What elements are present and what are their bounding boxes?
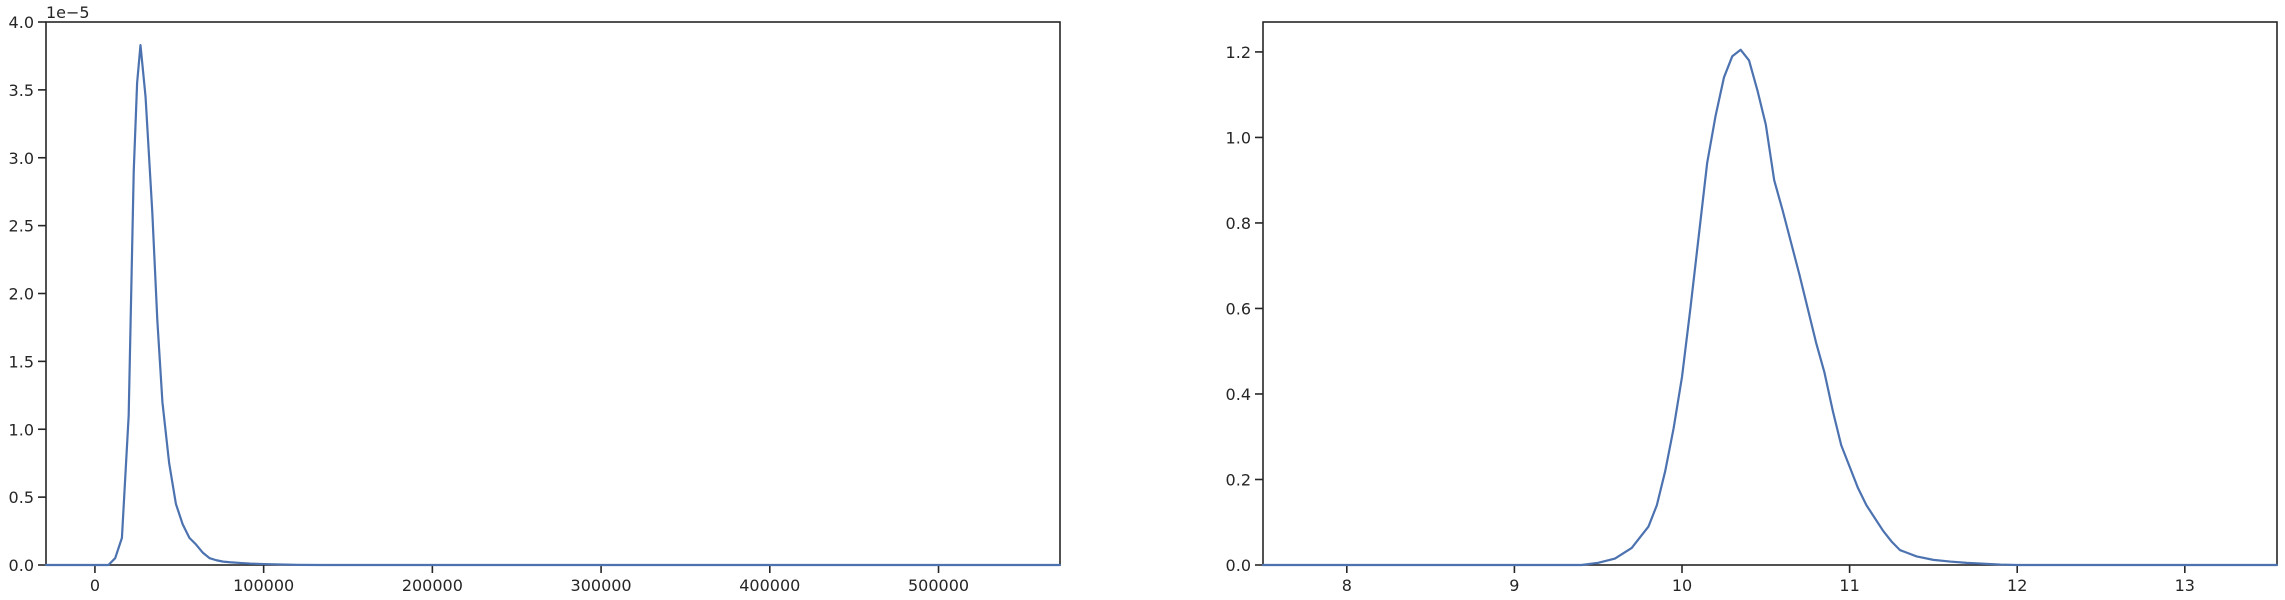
left-axes-frame xyxy=(45,21,1061,566)
right-xtick-label: 10 xyxy=(1672,576,1692,595)
left-xtick-label: 100000 xyxy=(233,576,294,595)
left-xtick-label: 200000 xyxy=(402,576,463,595)
right-ytick-label: 1.2 xyxy=(1226,43,1251,62)
right-xtick-label: 13 xyxy=(2175,576,2195,595)
right-ytick-label: 0.6 xyxy=(1226,299,1251,318)
left-ytick-label: 3.5 xyxy=(9,81,34,100)
left-ytick-label: 2.0 xyxy=(9,285,34,304)
right-axes-frame xyxy=(1262,21,2278,566)
left-ytick-label: 1.0 xyxy=(9,420,34,439)
left-ytick-label: 0.5 xyxy=(9,488,34,507)
right-chart-panel: 8 9 10 11 12 13 0.0 0.2 0.4 0.6 0.8 1.0 1.2 xyxy=(1226,21,2279,595)
right-ytick-label: 0.8 xyxy=(1226,214,1251,233)
left-xtick-label: 300000 xyxy=(571,576,632,595)
left-ytick-label: 3.0 xyxy=(9,149,34,168)
left-y-offset-label: 1e−5 xyxy=(46,3,90,22)
right-ytick-label: 1.0 xyxy=(1226,128,1251,147)
right-ytick-label: 0.0 xyxy=(1226,556,1251,575)
left-xtick-label: 400000 xyxy=(739,576,800,595)
right-xtick-label: 9 xyxy=(1509,576,1519,595)
right-xtick-label: 8 xyxy=(1342,576,1352,595)
left-ytick-label: 4.0 xyxy=(9,13,34,32)
left-ytick-label: 2.5 xyxy=(9,217,34,236)
left-xtick-label: 500000 xyxy=(908,576,969,595)
left-chart-panel: 1e−5 0 100000 200000 300000 400000 500000 0.0 0… xyxy=(9,3,1062,595)
left-density-line xyxy=(44,43,1062,567)
right-xtick-label: 12 xyxy=(2007,576,2027,595)
left-xtick-label: 0 xyxy=(90,576,100,595)
left-ytick-label: 1.5 xyxy=(9,352,34,371)
right-ytick-label: 0.2 xyxy=(1226,470,1251,489)
right-xtick-label: 11 xyxy=(1839,576,1859,595)
right-density-line xyxy=(1261,48,2279,567)
left-ytick-label: 0.0 xyxy=(9,556,34,575)
right-ytick-label: 0.4 xyxy=(1226,385,1251,404)
